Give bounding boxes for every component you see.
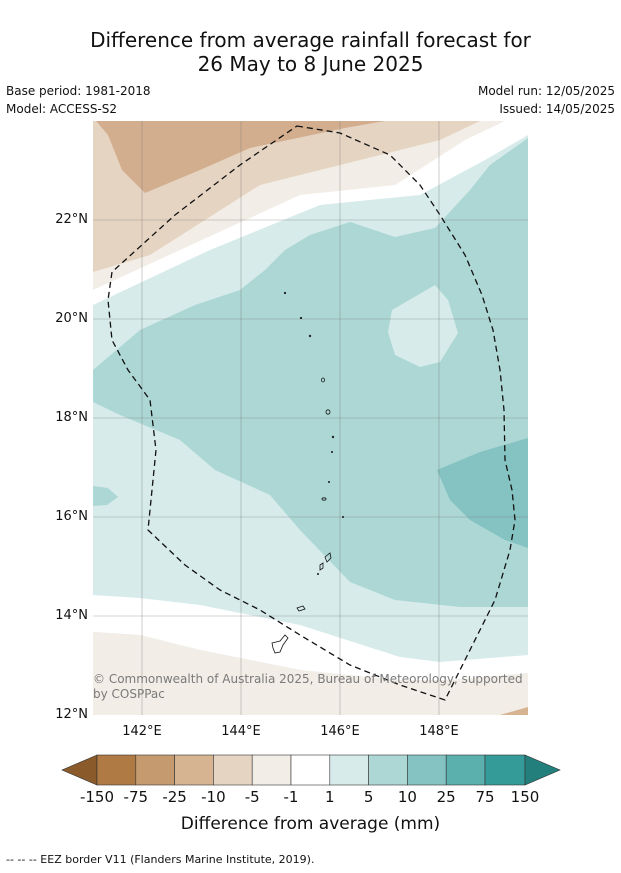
lat-label-18n: 18°N (55, 410, 88, 425)
band-5-to-10-west (93, 486, 118, 506)
colorbar-swatch-1 (96, 754, 137, 786)
colorbar-tick-9: 25 (436, 788, 456, 806)
colorbar-tick-11: 150 (510, 788, 540, 806)
copyright-notice: © Commonwealth of Australia 2025, Bureau… (93, 672, 523, 701)
graticule (93, 121, 528, 715)
band-5-to-10 (93, 138, 528, 607)
eez-border (107, 125, 516, 701)
lat-label-14n: 14°N (55, 608, 88, 623)
eez-footnote: -- -- -- EEZ border V11 (Flanders Marine… (6, 853, 315, 866)
lat-label-16n: 16°N (55, 509, 88, 524)
title-line-1: Difference from average rainfall forecas… (90, 28, 531, 52)
colorbar-swatch-0 (61, 754, 98, 786)
band-light-inner (388, 285, 458, 367)
lon-label-142e: 142°E (122, 724, 162, 739)
colorbar-swatch-11 (484, 754, 526, 786)
colorbar-swatch-4 (213, 754, 253, 786)
island-farallon-de-medinilla (341, 516, 344, 519)
islands (271, 291, 344, 654)
island-farallon-de-pajaros (283, 291, 287, 295)
colorbar (61, 754, 561, 786)
colorbar-tick-0: -150 (79, 788, 115, 806)
lat-label-20n: 20°N (55, 311, 88, 326)
band-minus5-south (93, 632, 528, 715)
island-maug (299, 316, 303, 320)
island-alamagan (331, 435, 335, 439)
model-name: Model: ACCESS-S2 (6, 102, 118, 116)
colorbar-tick-5: -1 (283, 788, 299, 806)
island-anatahan (321, 497, 327, 501)
island-rota (296, 605, 306, 612)
island-guam (271, 634, 289, 654)
island-guguan (330, 450, 333, 453)
colorbar-tick-3: -10 (201, 788, 226, 806)
base-period: Base period: 1981-2018 (6, 84, 151, 98)
island-aguijan (316, 573, 319, 576)
lon-label-148e: 148°E (419, 724, 459, 739)
colorbar-swatch-12 (524, 754, 561, 786)
colorbar-tick-6: 1 (325, 788, 335, 806)
island-sarigan (327, 480, 330, 483)
lon-label-146e: 146°E (320, 724, 360, 739)
colorbar-tick-2: -25 (162, 788, 187, 806)
lon-label-144e: 144°E (221, 724, 261, 739)
colorbar-swatch-7 (329, 754, 369, 786)
colorbar-tick-1: -75 (123, 788, 149, 806)
lat-label-22n: 22°N (55, 212, 88, 227)
colorbar-swatch-10 (445, 754, 486, 786)
island-agrihan (321, 377, 325, 383)
colorbar-tick-10: 75 (475, 788, 495, 806)
colorbar-swatch-5 (251, 754, 292, 786)
island-pagan (325, 409, 331, 415)
colorbar-title: Difference from average (mm) (180, 814, 441, 834)
colorbar-swatch-6 (290, 754, 331, 786)
colorbar-swatch-9 (407, 754, 447, 786)
issued-date: Issued: 14/05/2025 (499, 102, 615, 116)
band-minus10-corner (500, 707, 528, 715)
band-10-to-25 (437, 438, 528, 548)
model-run: Model run: 12/05/2025 (477, 84, 615, 98)
colorbar-swatch-3 (174, 754, 214, 786)
title-line-2: 26 May to 8 June 2025 (197, 52, 424, 76)
meta-left: Base period: 1981-2018 Model: ACCESS-S2 (6, 82, 151, 118)
island-tinian (319, 562, 324, 571)
lat-label-12n: 12°N (55, 707, 88, 722)
colorbar-tick-4: -5 (244, 788, 260, 806)
island-asuncion (308, 334, 312, 338)
meta-right: Model run: 12/05/2025 Issued: 14/05/2025 (478, 82, 615, 118)
band-minus25 (96, 121, 385, 193)
map-title: Difference from average rainfall forecas… (0, 28, 621, 76)
colorbar-tick-7: 5 (363, 788, 374, 806)
island-saipan (324, 552, 332, 563)
rainfall-map (93, 121, 528, 715)
colorbar-swatch-8 (368, 754, 408, 786)
colorbar-tick-8: 10 (397, 788, 417, 806)
colorbar-swatch-2 (135, 754, 175, 786)
